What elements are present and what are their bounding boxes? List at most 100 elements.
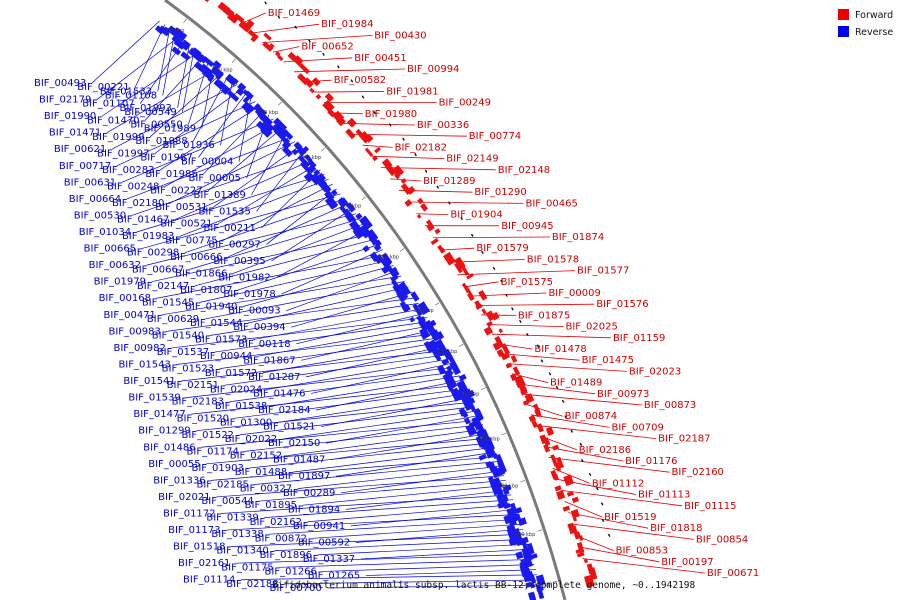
reverse-feature	[478, 453, 487, 461]
reverse-leader	[169, 141, 296, 204]
forward-feature	[274, 51, 281, 57]
reverse-feature	[435, 331, 445, 340]
forward-feature	[406, 186, 416, 195]
reverse-leader	[136, 174, 325, 233]
reverse-gene-label: BIF_01108	[105, 90, 157, 101]
forward-feature	[485, 310, 496, 322]
reverse-gene-label: BIF_01993	[120, 103, 172, 114]
minor-feature	[388, 123, 392, 127]
minor-feature	[294, 25, 298, 29]
leader-lines	[91, 12, 705, 589]
reverse-gene-label: BIF_00395	[213, 256, 265, 267]
reverse-gene-label: BIF_00327	[240, 484, 292, 495]
reverse-gene-label: BIF_01541	[123, 376, 175, 387]
reverse-feature	[344, 213, 354, 223]
forward-gene-label: BIF_01576	[596, 299, 648, 310]
reverse-feature	[461, 410, 469, 418]
tick-mark	[520, 480, 526, 483]
forward-feature	[322, 99, 335, 113]
reverse-gene-label: BIF_02150	[268, 438, 320, 449]
forward-feature	[573, 531, 582, 540]
forward-feature	[494, 335, 505, 349]
reverse-gene-label: BIF_00629	[147, 314, 199, 325]
minor-feature	[595, 487, 599, 491]
reverse-gene-label: BIF_01265	[308, 571, 360, 582]
forward-gene-label: BIF_01176	[625, 456, 677, 467]
forward-gene-label: BIF_00709	[612, 422, 664, 433]
reverse-leader	[146, 213, 357, 266]
tick-label: 400 kbp	[515, 532, 535, 538]
forward-feature	[500, 352, 511, 361]
tick-mark	[183, 18, 187, 23]
reverse-leader	[157, 28, 171, 92]
tick-mark	[321, 147, 326, 152]
forward-feature	[327, 108, 336, 118]
reverse-leader	[237, 244, 380, 291]
reverse-leader	[214, 321, 430, 353]
forward-feature	[588, 567, 598, 580]
reverse-feature	[475, 430, 483, 439]
forward-gene-label: BIF_01113	[638, 490, 690, 501]
reverse-gene-label: BIF_01107	[82, 99, 134, 110]
forward-feature	[439, 247, 446, 254]
reverse-feature	[390, 274, 399, 282]
reverse-gene-label: BIF_00298	[127, 248, 179, 259]
reverse-leader	[306, 345, 444, 378]
reverse-leader	[274, 538, 527, 552]
forward-feature	[466, 273, 474, 280]
reverse-gene-label: BIF_01173	[168, 525, 220, 536]
reverse-gene-label: BIF_01487	[273, 455, 325, 466]
forward-leader	[502, 353, 580, 361]
reverse-gene-label: BIF_00664	[69, 194, 121, 205]
reverse-leader	[232, 223, 365, 274]
forward-gene-label: BIF_01980	[365, 109, 417, 120]
forward-feature	[481, 308, 487, 315]
reverse-leader	[325, 415, 479, 444]
reverse-feature	[329, 199, 338, 209]
forward-gene-label: BIF_00451	[354, 53, 406, 64]
minor-feature	[373, 110, 377, 115]
reverse-leader	[111, 84, 238, 150]
reverse-gene-label: BIF_01999	[92, 132, 144, 143]
forward-leader	[526, 404, 563, 417]
forward-feature	[554, 485, 562, 492]
reverse-gene-label: BIF_00297	[208, 239, 260, 250]
reverse-gene-label: BIF_00983	[109, 326, 161, 337]
tick-label: 300 kbp	[413, 308, 433, 314]
reverse-gene-label: BIF_01989	[144, 124, 196, 135]
reverse-gene-label: BIF_00531	[155, 202, 207, 213]
reverse-gene-label: BIF_01894	[288, 504, 340, 515]
reverse-leader	[144, 55, 205, 121]
reverse-leader	[184, 198, 345, 254]
minor-feature	[414, 152, 417, 157]
reverse-leader	[219, 337, 440, 369]
reverse-feature	[463, 417, 471, 425]
reverse-gene-label: BIF_00283	[102, 165, 154, 176]
kbp-ticks: 180 kbp 200 kbp 220 kbp 240 kbp 260 kbp 280 k…	[164, 18, 558, 589]
reverse-feature	[421, 306, 428, 313]
forward-feature	[404, 199, 413, 207]
forward-feature	[583, 574, 595, 588]
tick-mark	[537, 529, 543, 532]
reverse-leader	[131, 155, 308, 216]
forward-leader	[535, 424, 657, 439]
reverse-leader	[189, 218, 361, 270]
reverse-gene-label: BIF_01467	[117, 215, 169, 226]
reverse-feature	[536, 586, 544, 592]
reverse-leader	[176, 333, 437, 365]
forward-gene-label: BIF_02148	[498, 165, 550, 176]
reverse-gene-label: BIF_01978	[223, 289, 275, 300]
reverse-feature	[468, 401, 477, 412]
tick-mark	[277, 101, 282, 106]
forward-feature	[572, 514, 577, 522]
forward-leader	[548, 456, 670, 473]
reverse-gene-label: BIF_01266	[265, 566, 317, 577]
reverse-feature	[517, 517, 527, 526]
reverse-leader	[254, 461, 499, 485]
reverse-leader	[234, 388, 467, 419]
reverse-gene-label: BIF_00289	[283, 488, 335, 499]
reverse-leader	[311, 362, 454, 394]
reverse-feature	[401, 303, 411, 313]
forward-feature	[372, 155, 379, 162]
